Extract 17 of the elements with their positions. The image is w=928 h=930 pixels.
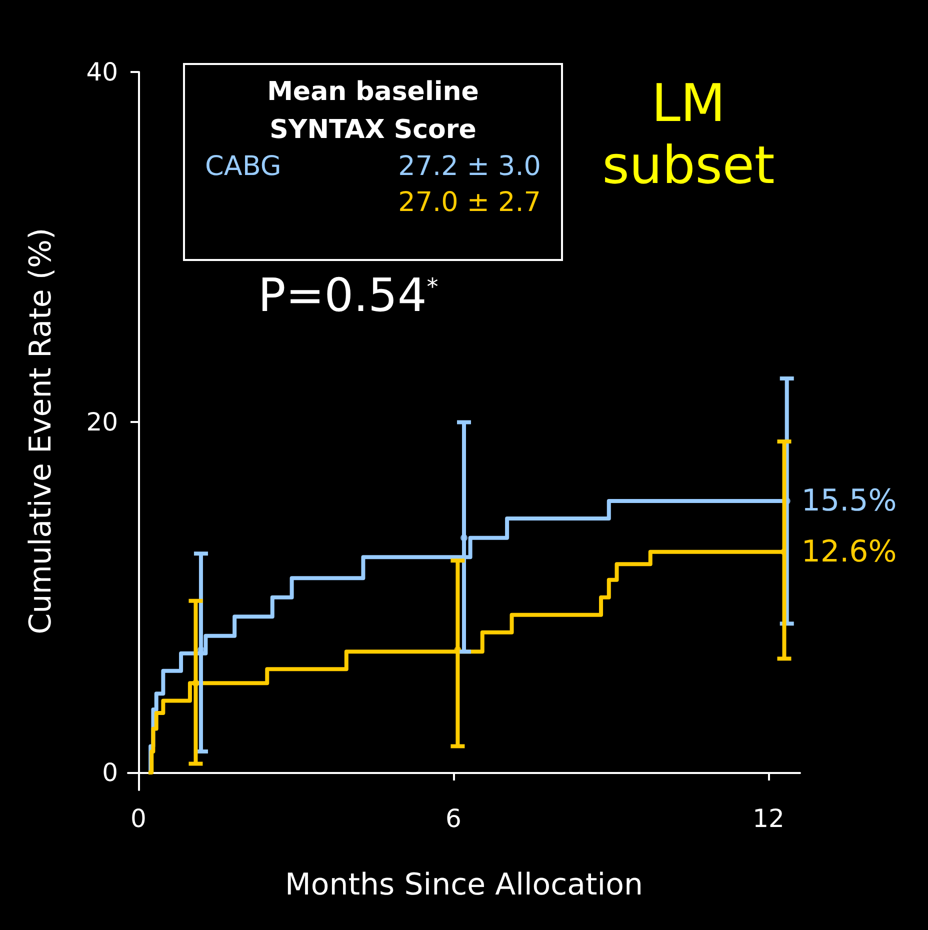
x-tick-label: 6 [446, 804, 462, 833]
annotation: 12.6% [801, 534, 897, 570]
text: CABG [205, 151, 282, 182]
y-tick-label: 40 [86, 58, 118, 86]
annotation: P=0.54$^{*}$ [258, 268, 438, 322]
y-axis-title: Cumulative Event Rate (%) [24, 228, 58, 634]
annotation: Mean baseline [266, 76, 480, 109]
x-axis-title: Months Since Allocation [285, 868, 643, 902]
annotation: SYNTAX Score [268, 114, 478, 147]
annotation: 27.0 ± 2.7 [398, 186, 541, 220]
x-tick-label: 12 [752, 804, 784, 833]
y-tick-label: 20 [86, 408, 118, 437]
text: LM subset [602, 74, 775, 196]
annotation: 27.2 ± 3.0 [398, 150, 541, 184]
annotation: 15.5% [801, 484, 897, 519]
y-tick-label: 0 [102, 758, 118, 787]
x-tick-label: 0 [130, 804, 146, 833]
